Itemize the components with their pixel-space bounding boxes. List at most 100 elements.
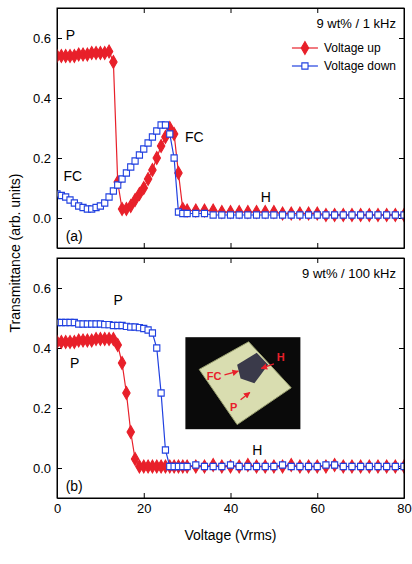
marker xyxy=(209,459,216,472)
marker xyxy=(392,460,399,473)
marker xyxy=(366,209,373,222)
marker xyxy=(227,460,234,473)
marker xyxy=(162,122,168,128)
x-axis-tick xyxy=(317,243,318,248)
marker xyxy=(253,460,260,473)
x-axis-top-tick-mark xyxy=(144,258,145,263)
marker xyxy=(349,212,355,218)
y-axis: 0.00.20.40.6 xyxy=(33,9,62,249)
y-axis-right-tick-mark xyxy=(399,38,404,39)
marker xyxy=(366,463,372,469)
marker xyxy=(366,212,372,218)
annotation: FC xyxy=(185,129,204,145)
marker xyxy=(270,206,277,219)
marker xyxy=(349,463,355,469)
series-line xyxy=(57,52,404,216)
marker xyxy=(332,462,338,468)
inset: FCHP xyxy=(185,337,300,429)
annotation: P xyxy=(70,355,79,371)
marker xyxy=(235,460,242,473)
marker xyxy=(219,463,225,469)
marker xyxy=(184,463,190,469)
marker xyxy=(348,460,355,473)
marker xyxy=(288,212,294,218)
marker xyxy=(227,212,233,218)
marker xyxy=(375,212,381,218)
x-axis-top-tick xyxy=(317,8,318,13)
marker xyxy=(331,209,338,222)
marker xyxy=(262,463,268,469)
marker xyxy=(400,460,404,473)
x-axis-top-tick-mark xyxy=(317,258,318,263)
x-axis-tick-mark xyxy=(317,493,318,498)
marker xyxy=(154,128,160,134)
y-axis-tick-label: 0.2 xyxy=(33,151,51,166)
x-axis-tick: 20 xyxy=(137,493,151,516)
annotation: H xyxy=(261,189,271,205)
marker xyxy=(375,463,381,469)
marker xyxy=(384,212,390,218)
y-axis-right-tick xyxy=(399,38,404,39)
x-axis-top-tick xyxy=(144,8,145,13)
annotation: H xyxy=(252,442,262,458)
panel-title: 9 wt% / 1 kHz xyxy=(317,16,396,31)
y-axis-tick-label: 0.2 xyxy=(33,401,51,416)
x-axis-tick-label: 0 xyxy=(54,501,61,516)
y-axis-right-tick xyxy=(399,98,404,99)
marker xyxy=(145,140,151,146)
marker xyxy=(374,209,381,222)
marker xyxy=(149,134,155,140)
marker xyxy=(106,194,112,200)
annotation: FC xyxy=(64,168,83,184)
marker xyxy=(253,463,259,469)
marker xyxy=(332,212,338,218)
x-axis-tick-mark xyxy=(317,243,318,248)
marker xyxy=(201,210,207,216)
marker xyxy=(270,460,277,473)
marker xyxy=(384,463,390,469)
x-axis-top-tick-mark xyxy=(317,8,318,13)
marker xyxy=(119,176,125,182)
x-axis-top-tick-mark xyxy=(144,8,145,13)
marker xyxy=(279,212,285,218)
y-axis-tick-label: 0.0 xyxy=(33,461,51,476)
x-axis-top xyxy=(58,8,405,13)
marker xyxy=(288,459,295,472)
inset-background xyxy=(185,337,300,429)
marker xyxy=(296,207,303,220)
marker xyxy=(374,460,381,473)
legend-label: Voltage up xyxy=(324,41,381,55)
x-axis-tick-label: 80 xyxy=(397,501,411,516)
marker xyxy=(314,212,320,218)
marker xyxy=(118,357,125,370)
y-axis-right-tick-mark xyxy=(399,158,404,159)
x-axis-top-tick-mark xyxy=(231,258,232,263)
inset-label: H xyxy=(277,351,285,363)
marker xyxy=(236,463,242,469)
marker xyxy=(245,463,251,469)
marker xyxy=(183,460,190,473)
x-axis-tick-label: 20 xyxy=(137,501,151,516)
marker xyxy=(171,155,177,161)
panel: 0204060800.00.20.40.69 wt% / 100 kHzPPH(… xyxy=(33,258,412,516)
x-axis-tick xyxy=(144,243,145,248)
inset-sample xyxy=(199,342,291,425)
x-axis-tick-mark xyxy=(144,243,145,248)
marker xyxy=(227,462,233,468)
plot-frame xyxy=(57,8,404,248)
marker xyxy=(297,212,303,218)
marker xyxy=(102,200,108,206)
x-axis-top-tick xyxy=(144,258,145,263)
x-axis-tick-mark xyxy=(231,243,232,248)
marker xyxy=(193,210,199,216)
plot-frame xyxy=(57,258,404,498)
inset-label: FC xyxy=(207,370,222,382)
annotation: (b) xyxy=(66,478,83,494)
marker xyxy=(262,212,268,218)
marker xyxy=(244,206,251,219)
marker xyxy=(219,212,225,218)
annotation: (a) xyxy=(66,228,83,244)
y-axis-right-tick-mark xyxy=(399,408,404,409)
marker xyxy=(383,460,390,473)
y-axis-tick-label: 0.0 xyxy=(33,211,51,226)
